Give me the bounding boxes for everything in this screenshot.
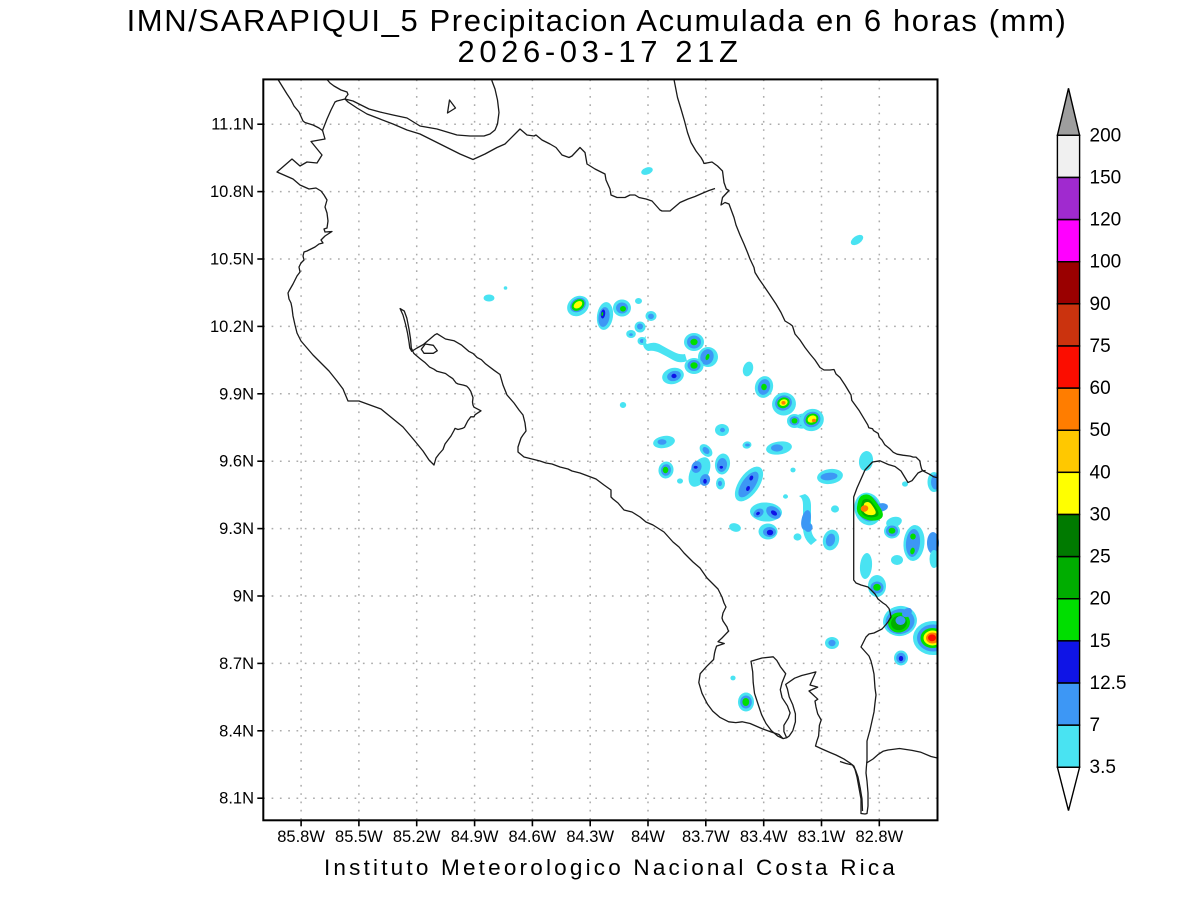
svg-text:9N: 9N — [233, 588, 254, 606]
svg-text:3.5: 3.5 — [1090, 757, 1116, 778]
svg-text:10.8N: 10.8N — [210, 183, 254, 201]
svg-text:11.1N: 11.1N — [211, 116, 254, 134]
svg-text:9.6N: 9.6N — [219, 453, 254, 471]
svg-text:200: 200 — [1090, 125, 1122, 146]
svg-text:20: 20 — [1090, 589, 1111, 610]
svg-text:40: 40 — [1090, 462, 1111, 483]
svg-text:8.7N: 8.7N — [219, 655, 254, 673]
svg-text:100: 100 — [1090, 252, 1122, 273]
svg-text:30: 30 — [1090, 505, 1111, 526]
svg-text:85.8W: 85.8W — [277, 828, 325, 846]
svg-text:25: 25 — [1090, 547, 1111, 568]
svg-text:83.7W: 83.7W — [682, 828, 730, 846]
svg-text:9.3N: 9.3N — [219, 520, 254, 538]
svg-text:85.2W: 85.2W — [393, 828, 441, 846]
svg-text:84.3W: 84.3W — [566, 828, 614, 846]
svg-text:84.6W: 84.6W — [509, 828, 557, 846]
svg-text:12.5: 12.5 — [1090, 673, 1127, 694]
svg-text:60: 60 — [1090, 378, 1111, 399]
svg-text:10.5N: 10.5N — [210, 251, 254, 269]
svg-text:150: 150 — [1090, 167, 1122, 188]
svg-text:84W: 84W — [631, 828, 665, 846]
svg-text:10.2N: 10.2N — [210, 318, 254, 336]
svg-text:7: 7 — [1090, 715, 1101, 736]
svg-text:83.1W: 83.1W — [798, 828, 846, 846]
svg-text:85.5W: 85.5W — [335, 828, 383, 846]
svg-text:82.8W: 82.8W — [855, 828, 903, 846]
svg-text:15: 15 — [1090, 631, 1111, 652]
svg-text:75: 75 — [1090, 336, 1111, 357]
svg-text:8.4N: 8.4N — [219, 722, 254, 740]
svg-text:120: 120 — [1090, 210, 1122, 231]
svg-text:9.9N: 9.9N — [219, 385, 254, 403]
svg-text:83.4W: 83.4W — [740, 828, 788, 846]
svg-text:50: 50 — [1090, 420, 1111, 441]
svg-text:84.9W: 84.9W — [451, 828, 499, 846]
svg-text:8.1N: 8.1N — [219, 790, 254, 808]
svg-text:90: 90 — [1090, 294, 1111, 315]
